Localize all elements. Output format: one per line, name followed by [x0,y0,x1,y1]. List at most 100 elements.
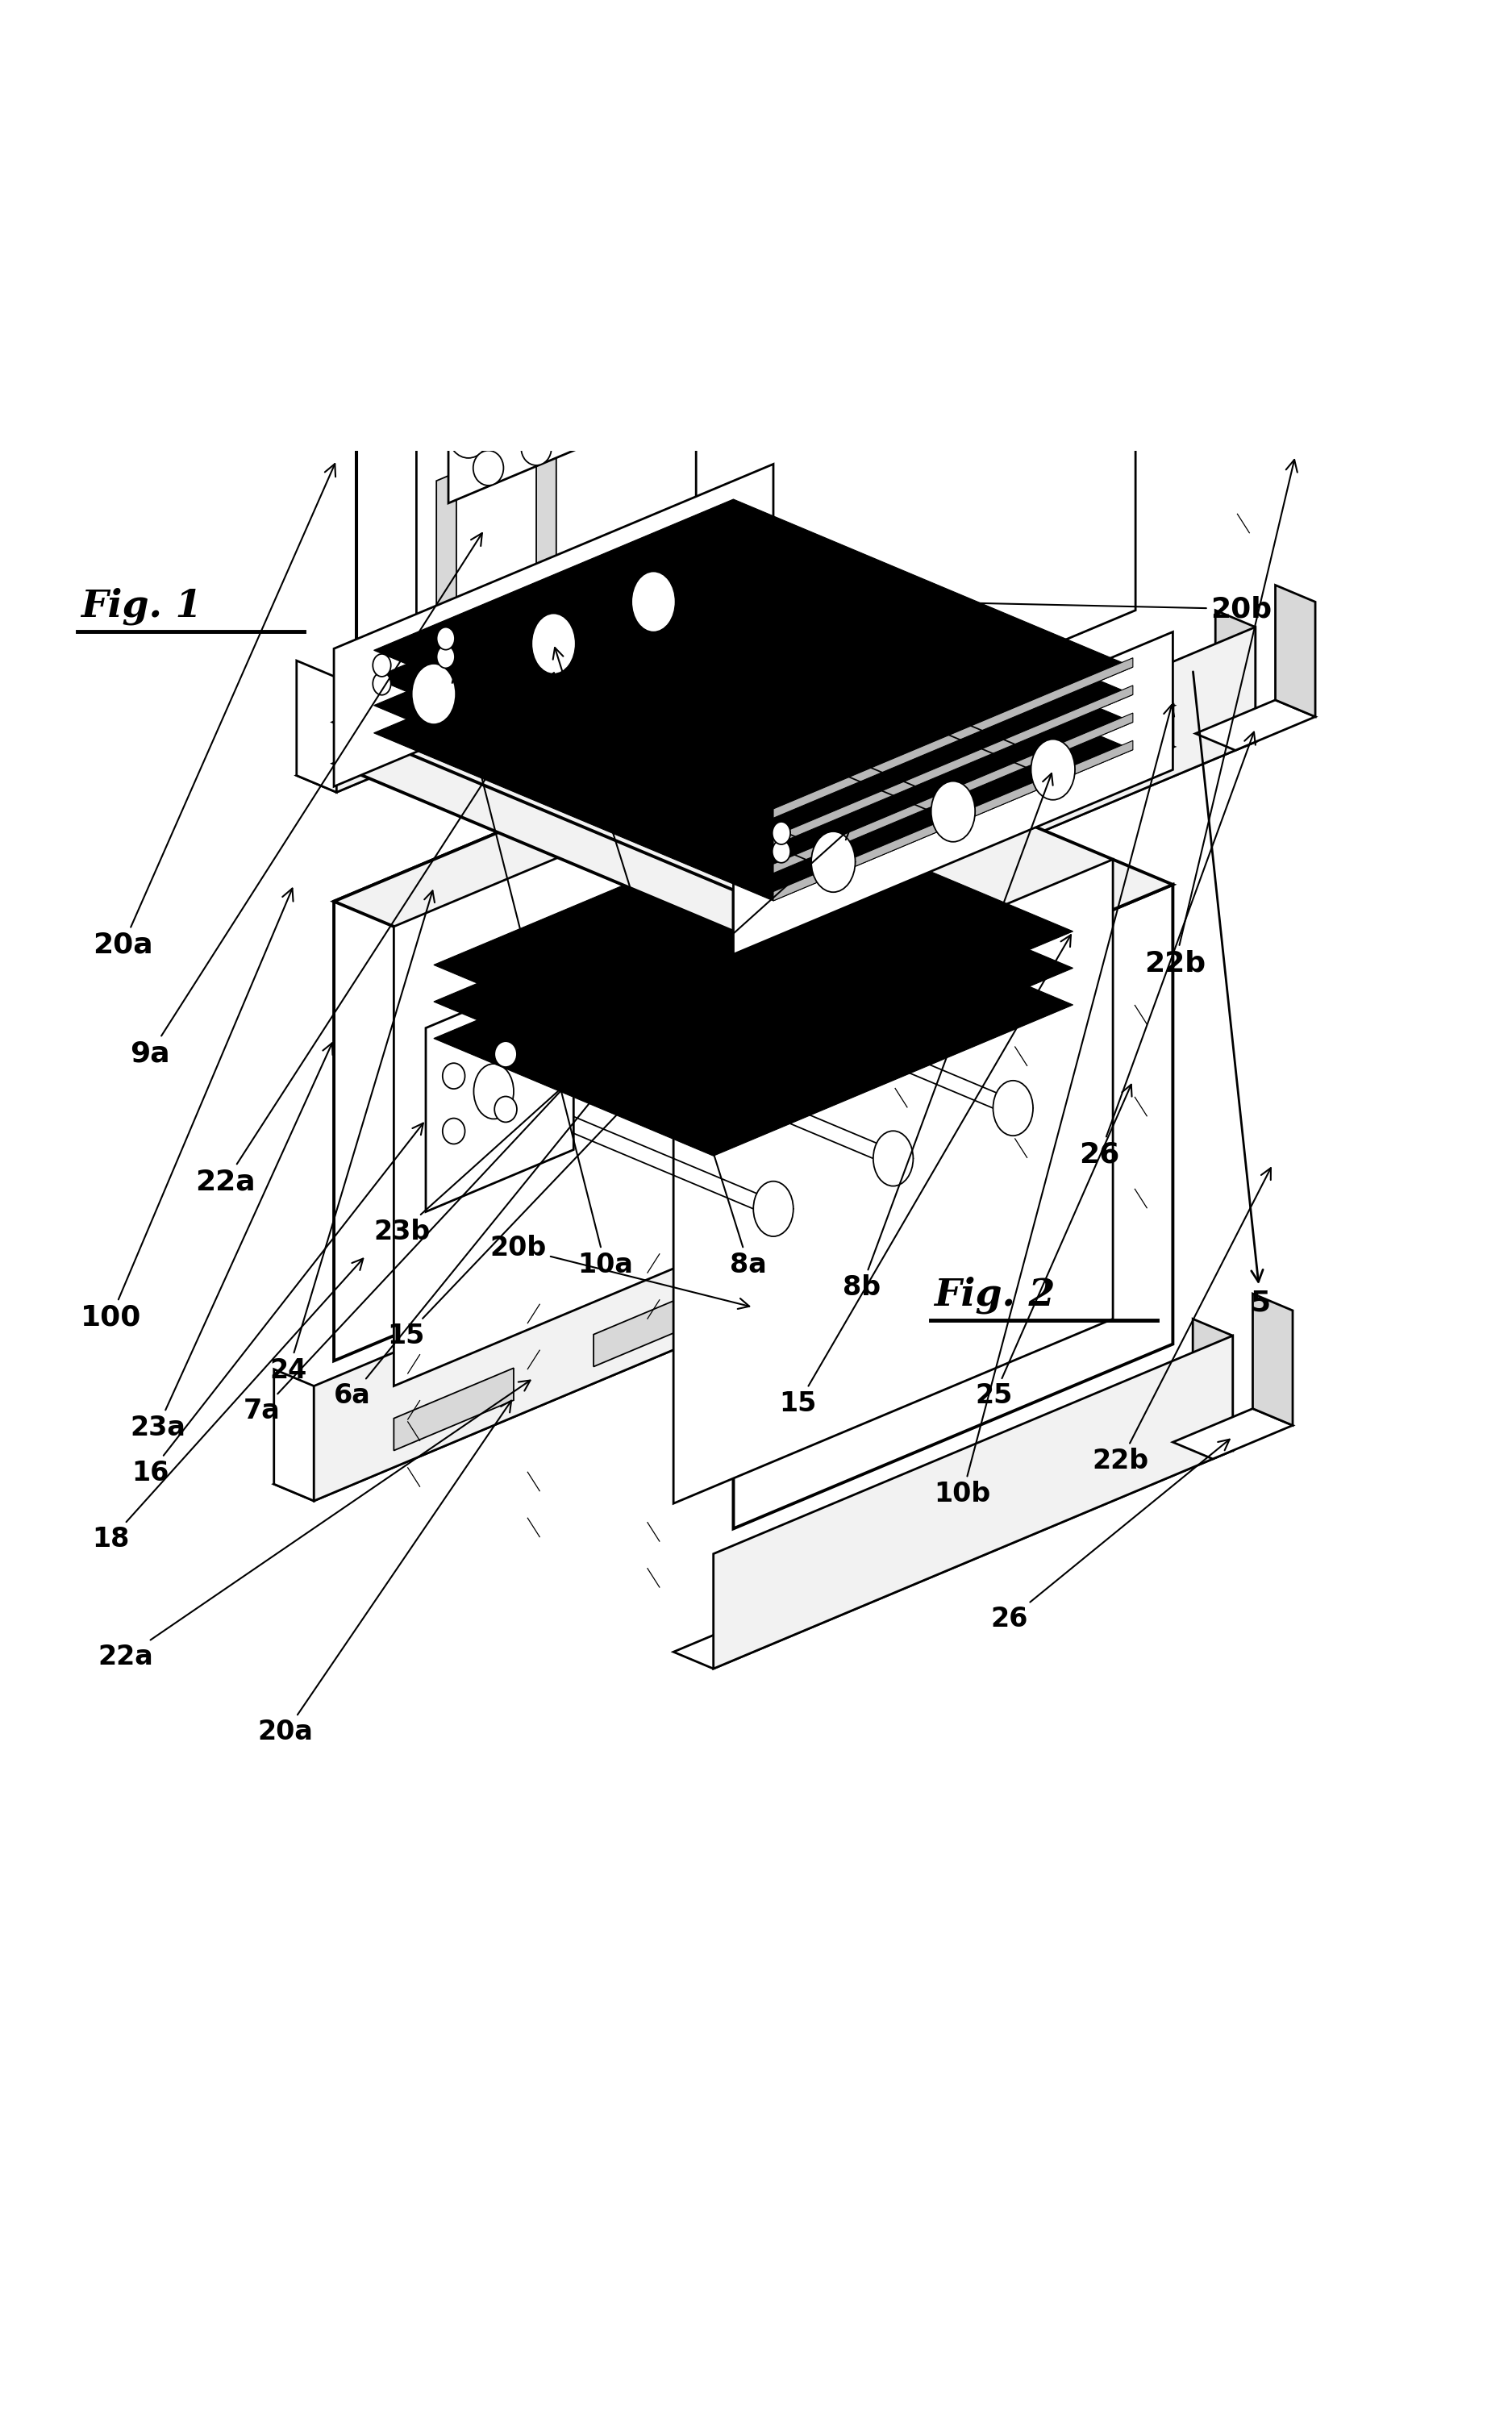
Ellipse shape [473,1065,514,1118]
Text: 5: 5 [1193,672,1270,1315]
Polygon shape [434,887,1074,1156]
Polygon shape [426,966,573,1212]
Polygon shape [736,72,1096,243]
Text: 20a: 20a [92,465,336,959]
Polygon shape [457,0,1096,188]
Ellipse shape [373,653,392,677]
Polygon shape [773,658,1132,819]
Polygon shape [357,7,1196,361]
Polygon shape [337,460,856,793]
Ellipse shape [437,646,455,667]
Polygon shape [537,431,556,660]
Polygon shape [296,556,856,793]
Polygon shape [773,713,1132,872]
Text: 23b: 23b [373,829,850,1245]
Polygon shape [457,12,1096,279]
Polygon shape [334,718,773,1361]
Text: 22b: 22b [1093,1168,1270,1474]
Text: Fig. 1: Fig. 1 [80,588,203,624]
Text: 15: 15 [387,1017,711,1349]
Text: 20b: 20b [490,1236,750,1308]
Polygon shape [736,46,1096,214]
Polygon shape [314,1168,833,1501]
Polygon shape [373,499,1132,819]
Polygon shape [449,212,596,503]
Text: 20a: 20a [259,1400,511,1747]
Polygon shape [1193,1318,1232,1450]
Polygon shape [733,706,1173,932]
Text: 10b: 10b [934,706,1175,1508]
Polygon shape [733,631,1173,954]
Polygon shape [736,92,1096,253]
Polygon shape [756,135,1196,361]
Text: 25: 25 [975,1084,1132,1409]
Polygon shape [334,578,1173,932]
Text: 6a: 6a [334,1053,631,1409]
Polygon shape [875,251,895,720]
Ellipse shape [931,781,975,841]
Ellipse shape [494,1096,517,1123]
Polygon shape [736,65,1096,224]
Text: 24: 24 [271,891,434,1383]
Ellipse shape [714,964,753,1019]
Polygon shape [416,34,856,677]
Polygon shape [357,0,1196,320]
Ellipse shape [773,821,791,846]
Polygon shape [773,740,1132,901]
Polygon shape [457,0,1096,214]
Text: 15: 15 [780,935,1070,1416]
Polygon shape [357,193,756,819]
Polygon shape [434,814,1074,1082]
Ellipse shape [466,282,487,306]
Polygon shape [457,0,1096,169]
Ellipse shape [505,265,528,289]
Ellipse shape [473,450,503,487]
Text: 20b: 20b [780,593,1272,622]
Ellipse shape [632,571,676,631]
Polygon shape [274,1267,833,1501]
Text: 8b: 8b [842,773,1052,1301]
Text: 10a: 10a [452,672,634,1279]
Text: 7a: 7a [243,1079,570,1424]
Ellipse shape [443,1062,464,1089]
Text: 26: 26 [1080,732,1255,1168]
Text: 22b: 22b [1145,460,1297,978]
Ellipse shape [753,1180,794,1236]
Text: 9a: 9a [130,532,482,1067]
Polygon shape [373,583,1132,901]
Polygon shape [1075,169,1096,636]
Polygon shape [437,472,457,701]
Polygon shape [334,465,773,785]
Polygon shape [357,7,795,653]
Ellipse shape [812,831,856,891]
Polygon shape [274,1368,314,1501]
Polygon shape [393,1368,514,1450]
Text: 22a: 22a [195,672,553,1195]
Ellipse shape [874,1130,913,1185]
Ellipse shape [549,393,588,438]
Polygon shape [594,1284,714,1366]
Polygon shape [457,41,736,318]
Polygon shape [696,725,1255,961]
Ellipse shape [594,1014,634,1070]
Polygon shape [357,193,756,819]
Text: 8a: 8a [553,648,767,1279]
Polygon shape [617,576,736,658]
Text: 23a: 23a [130,1043,333,1441]
Polygon shape [736,19,1096,188]
Polygon shape [736,626,1255,961]
Ellipse shape [773,841,791,862]
Polygon shape [373,528,1132,846]
Ellipse shape [449,412,488,458]
Polygon shape [457,0,1096,243]
Polygon shape [393,742,833,1385]
Ellipse shape [993,1082,1033,1135]
Polygon shape [1196,701,1315,749]
Ellipse shape [522,431,552,465]
Ellipse shape [1031,740,1075,800]
Text: 22a: 22a [98,1380,531,1669]
Polygon shape [1173,1409,1293,1460]
Polygon shape [736,120,1096,279]
Polygon shape [1275,585,1315,718]
Polygon shape [756,301,776,771]
